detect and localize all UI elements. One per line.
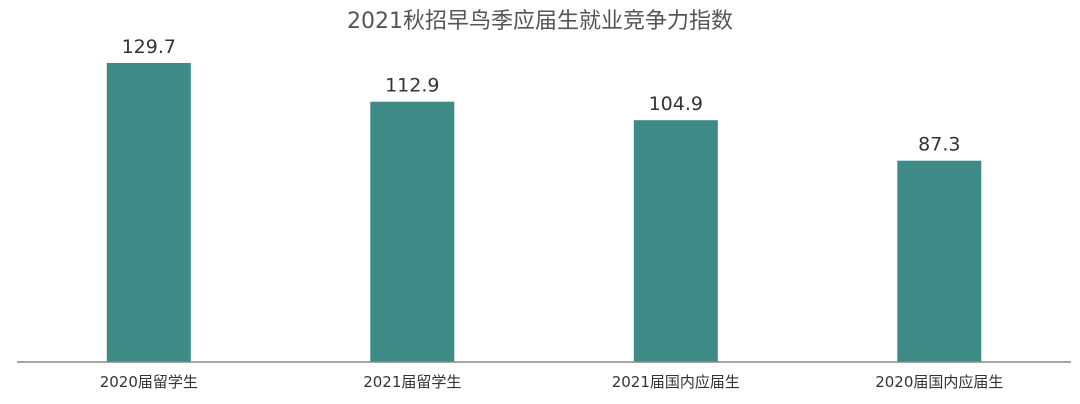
data-labels-layer: 129.7 112.9 104.9 87.3 bbox=[122, 36, 961, 156]
x-tick-label-4: 2020届国内应届生 bbox=[875, 373, 1003, 391]
data-label-2: 112.9 bbox=[385, 75, 439, 97]
bar-4 bbox=[897, 160, 982, 362]
bar-1 bbox=[106, 63, 191, 362]
chart-title: 2021秋招早鸟季应届生就业竞争力指数 bbox=[347, 9, 733, 34]
bars-layer bbox=[106, 63, 982, 362]
bar-3 bbox=[633, 120, 718, 362]
data-label-3: 104.9 bbox=[649, 93, 703, 115]
data-label-1: 129.7 bbox=[122, 36, 176, 58]
x-tick-label-1: 2020届留学生 bbox=[100, 373, 198, 391]
bar-2 bbox=[370, 101, 455, 362]
data-label-4: 87.3 bbox=[918, 134, 960, 156]
x-tick-label-2: 2021届留学生 bbox=[363, 373, 461, 391]
x-tick-label-3: 2021届国内应届生 bbox=[612, 373, 740, 391]
x-tick-labels-layer: 2020届留学生 2021届留学生 2021届国内应届生 2020届国内应届生 bbox=[100, 373, 1004, 391]
